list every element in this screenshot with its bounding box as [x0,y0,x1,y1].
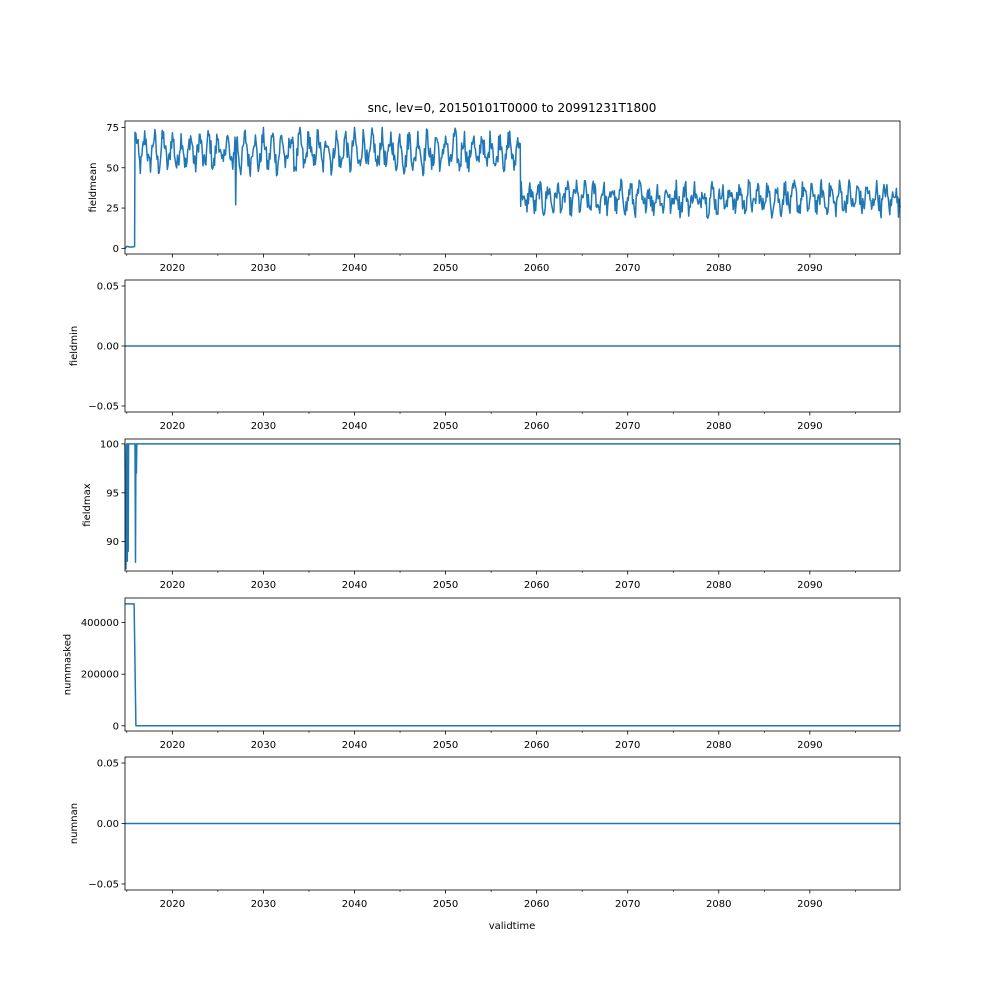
x-tick-label: 2020 [160,580,185,591]
x-tick-label: 2030 [251,263,276,274]
y-axis-label: nummasked [63,634,74,695]
y-axis-label: fieldmax [82,483,93,526]
x-tick-label: 2060 [524,899,549,910]
series-line-nummasked [125,603,900,727]
y-tick-label: 200000 [81,670,119,681]
x-tick-label: 2020 [160,263,185,274]
x-tick-label: 2050 [433,740,458,751]
series-line-fieldmean [124,126,901,249]
x-tick-label: 2070 [615,740,640,751]
x-tick-label: 2060 [524,421,549,432]
x-tick-label: 2040 [342,899,367,910]
y-tick-label: −0.05 [88,402,119,413]
subplot-numnan: 2020 2030 2040 2050 2060 2070 2080 2090 −0.05 0.0… [69,756,901,910]
x-tick-label: 2040 [342,580,367,591]
x-tick-label: 2060 [524,580,549,591]
y-tick-label: 0.05 [97,282,119,293]
x-tick-label: 2060 [524,263,549,274]
x-tick-label: 2030 [251,421,276,432]
x-axis-label: validtime [489,921,536,932]
x-tick-label: 2070 [615,263,640,274]
y-tick-label: 0 [113,721,119,732]
y-tick-label: 95 [106,488,119,499]
x-tick-label: 2050 [433,580,458,591]
axes-frame [124,120,901,255]
y-tick-label: 0 [113,244,119,255]
y-tick-label: 400000 [81,618,119,629]
x-tick-label: 2030 [251,740,276,751]
x-tick-label: 2090 [797,899,822,910]
y-tick-label: 0.00 [97,819,119,830]
subplot-panels: 2020 2030 2040 2050 2060 2070 2080 2090 0 25 50 75 f… [63,120,901,910]
x-tick-label: 2090 [797,580,822,591]
y-tick-label: 75 [106,123,119,134]
y-axis-label: numnan [69,803,80,844]
x-tick-label: 2090 [797,421,822,432]
y-axis-label: fieldmin [69,326,80,366]
x-tick-label: 2080 [706,580,731,591]
x-tick-label: 2090 [797,263,822,274]
y-tick-label: 50 [106,163,119,174]
series-line-fieldmax [124,443,900,570]
subplot-nummasked: 2020 2030 2040 2050 2060 2070 2080 2090 0 200000 4… [63,597,901,751]
y-tick-label: 25 [106,204,119,215]
x-tick-label: 2030 [251,899,276,910]
x-tick-label: 2070 [615,421,640,432]
x-tick-label: 2070 [615,580,640,591]
subplot-fieldmean: 2020 2030 2040 2050 2060 2070 2080 2090 0 25 50 75 f… [88,120,901,274]
axes-frame [124,597,901,732]
x-tick-label: 2040 [342,421,367,432]
x-tick-label: 2020 [160,421,185,432]
x-tick-label: 2050 [433,263,458,274]
x-tick-label: 2080 [706,899,731,910]
chart-title: snc, lev=0, 20150101T0000 to 20991231T18… [368,101,657,115]
x-tick-label: 2040 [342,263,367,274]
axes-frame [124,438,901,572]
y-tick-label: 90 [106,537,119,548]
y-tick-label: −0.05 [88,879,119,890]
x-tick-label: 2040 [342,740,367,751]
x-tick-label: 2050 [433,899,458,910]
y-tick-label: 0.05 [97,759,119,770]
x-tick-label: 2060 [524,740,549,751]
x-tick-label: 2020 [160,899,185,910]
y-tick-label: 100 [100,439,119,450]
x-tick-label: 2030 [251,580,276,591]
x-tick-label: 2080 [706,263,731,274]
x-tick-label: 2070 [615,899,640,910]
y-tick-label: 0.00 [97,342,119,353]
subplot-fieldmin: 2020 2030 2040 2050 2060 2070 2080 2090 −0.05 0.0… [69,279,901,432]
x-tick-label: 2080 [706,421,731,432]
subplot-fieldmax: 2020 2030 2040 2050 2060 2070 2080 2090 90 95 100 f… [82,438,901,591]
x-tick-label: 2080 [706,740,731,751]
x-tick-label: 2020 [160,740,185,751]
y-axis-label: fieldmean [88,163,99,213]
x-tick-label: 2050 [433,421,458,432]
x-tick-label: 2090 [797,740,822,751]
